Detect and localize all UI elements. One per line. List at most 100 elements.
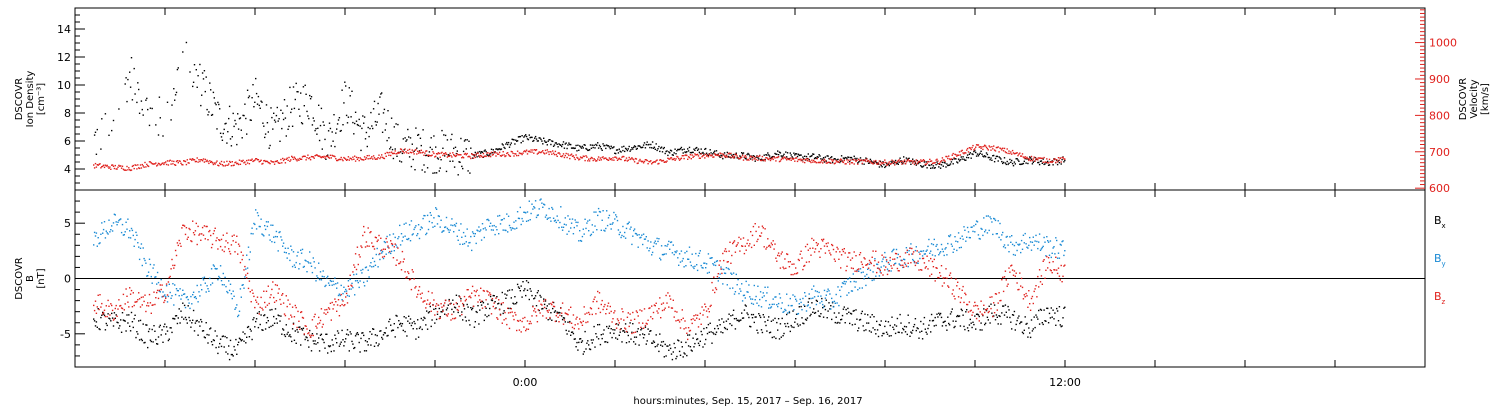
data-point (324, 309, 326, 311)
data-point (138, 112, 141, 114)
data-point (299, 157, 301, 160)
data-point (732, 157, 735, 159)
data-point (384, 129, 386, 131)
data-point (467, 156, 469, 158)
data-point (484, 227, 486, 229)
data-point (765, 324, 767, 327)
data-point (724, 327, 727, 330)
data-point (916, 327, 918, 329)
data-point (561, 312, 563, 314)
data-point (692, 156, 694, 158)
data-point (925, 331, 927, 333)
data-point (147, 108, 149, 111)
data-point (227, 292, 229, 294)
data-point (843, 306, 845, 308)
data-point (331, 131, 333, 133)
data-point (624, 150, 626, 153)
data-point (333, 304, 335, 306)
data-point (140, 100, 143, 102)
data-point (771, 157, 773, 159)
data-point (480, 304, 483, 306)
data-point (826, 155, 828, 157)
data-point (963, 153, 965, 155)
data-point (966, 236, 968, 238)
data-point (566, 233, 568, 235)
data-point (795, 300, 798, 302)
data-point (598, 144, 601, 147)
data-point (255, 92, 258, 95)
data-point (624, 323, 627, 325)
data-point (686, 250, 688, 253)
data-point (613, 146, 615, 148)
data-point (887, 163, 890, 165)
data-point (688, 156, 691, 159)
data-point (623, 155, 625, 158)
data-point (819, 155, 821, 157)
data-point (425, 307, 427, 309)
data-point (668, 240, 670, 243)
data-point (522, 220, 524, 222)
data-point (1025, 157, 1027, 159)
data-point (871, 162, 873, 164)
data-point (740, 290, 742, 292)
data-point (615, 337, 617, 339)
data-point (797, 312, 800, 315)
data-point (605, 341, 607, 343)
data-point (722, 283, 724, 285)
data-point (220, 136, 223, 138)
data-point (816, 290, 818, 293)
data-point (432, 151, 434, 153)
data-point (592, 231, 594, 233)
data-point (701, 152, 703, 154)
data-point (139, 319, 142, 322)
data-point (489, 222, 492, 224)
data-point (352, 343, 354, 345)
data-point (150, 312, 152, 314)
data-point (309, 157, 311, 159)
data-point (289, 160, 291, 162)
data-point (833, 312, 836, 314)
data-point (774, 152, 776, 155)
data-point (410, 324, 413, 327)
data-point (930, 160, 933, 162)
data-point (528, 200, 530, 202)
data-point (96, 245, 98, 247)
data-point (159, 284, 161, 286)
data-point (461, 313, 463, 316)
data-point (791, 157, 793, 160)
data-point (867, 276, 870, 279)
data-point (408, 279, 411, 281)
data-point (615, 214, 617, 216)
data-point (354, 160, 357, 162)
data-point (363, 350, 366, 352)
data-point (213, 162, 215, 164)
data-point (843, 159, 845, 162)
data-point (372, 245, 375, 248)
data-point (917, 262, 919, 264)
data-point (608, 325, 611, 327)
data-point (633, 336, 636, 338)
data-point (102, 313, 104, 315)
data-point (141, 304, 143, 306)
data-point (776, 153, 778, 155)
data-point (291, 265, 294, 268)
data-point (929, 164, 931, 167)
data-point (315, 325, 317, 327)
data-point (464, 139, 467, 141)
data-point (275, 160, 278, 163)
data-point (138, 88, 140, 91)
data-point (626, 223, 629, 225)
data-point (154, 276, 156, 278)
data-point (267, 285, 269, 287)
data-point (351, 340, 353, 343)
data-point (269, 239, 271, 241)
data-point (287, 299, 289, 301)
data-point (364, 246, 367, 248)
data-point (993, 145, 995, 147)
data-point (256, 296, 259, 298)
data-point (831, 160, 834, 163)
data-point (114, 164, 116, 167)
data-point (435, 307, 437, 310)
data-point (130, 227, 133, 230)
data-point (104, 113, 107, 115)
